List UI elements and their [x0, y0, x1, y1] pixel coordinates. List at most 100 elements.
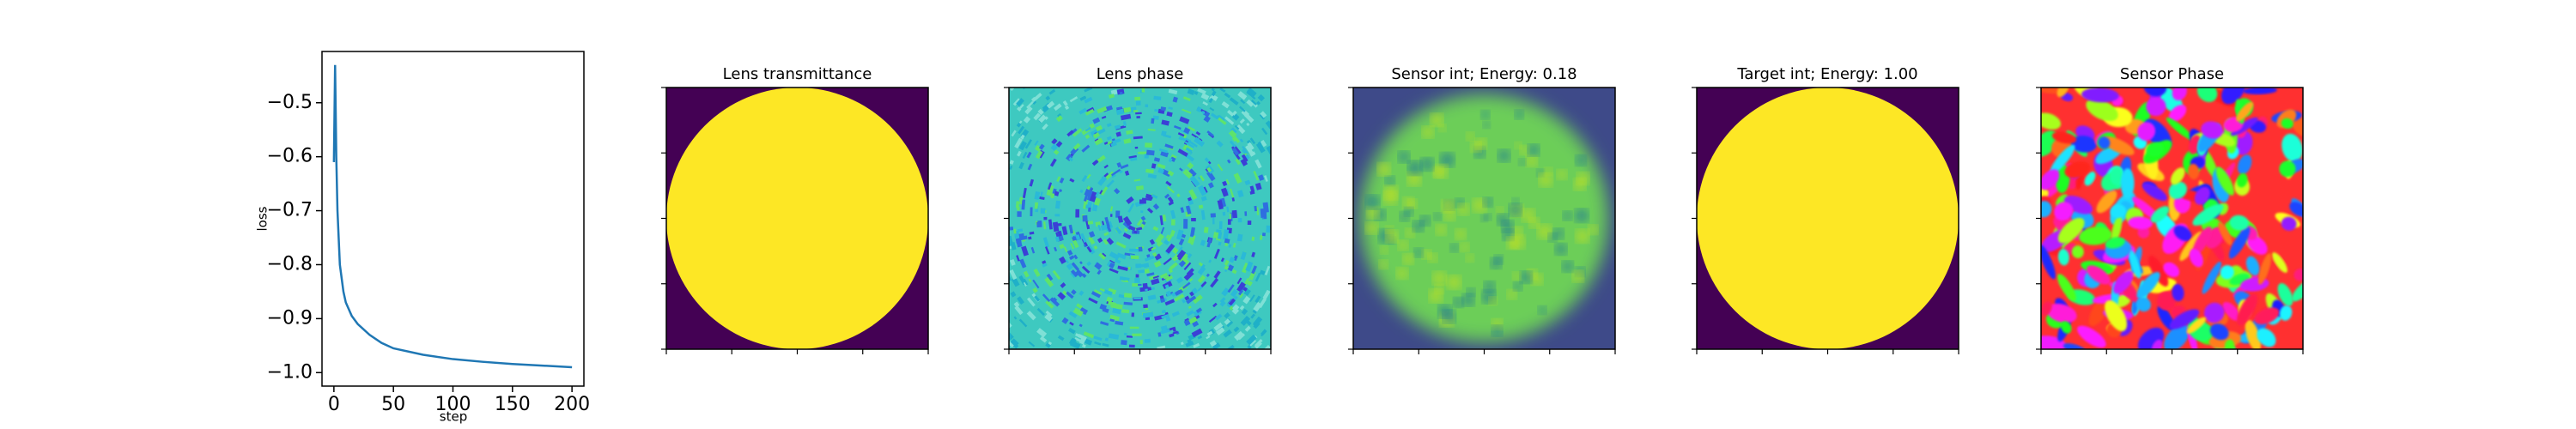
- pixel-noise: [1151, 193, 1158, 200]
- pixel-noise: [1211, 88, 1215, 92]
- pixel-noise: [1249, 190, 1255, 195]
- pixel-noise: [1048, 182, 1053, 190]
- phase-swirl: [2257, 328, 2276, 347]
- pixel-noise: [1232, 304, 1240, 311]
- pixel-noise: [1192, 294, 1203, 305]
- pixel-noise: [1133, 297, 1141, 299]
- pixel-noise: [1164, 143, 1174, 149]
- speckle: [1484, 213, 1492, 221]
- pixel-noise: [1051, 138, 1058, 145]
- pixel-noise: [1034, 202, 1039, 209]
- pixel-noise: [1010, 258, 1016, 266]
- pixel-noise: [1186, 295, 1197, 305]
- pixel-noise: [1151, 278, 1160, 286]
- pixel-noise: [1063, 245, 1068, 253]
- pixel-noise: [1010, 241, 1017, 251]
- pixel-noise: [1153, 95, 1162, 100]
- pixel-noise: [1129, 326, 1139, 329]
- pixel-noise: [1012, 98, 1021, 106]
- pixel-noise: [1144, 338, 1151, 343]
- speckle: [1520, 271, 1532, 283]
- pixel-noise: [1219, 297, 1226, 304]
- pixel-noise: [1170, 229, 1176, 237]
- pixel-noise: [1010, 338, 1019, 347]
- pixel-noise: [1266, 145, 1271, 154]
- pixel-noise: [1212, 216, 1215, 225]
- pixel-noise: [1206, 330, 1213, 336]
- pixel-noise: [1239, 138, 1244, 143]
- pixel-noise: [1106, 136, 1112, 141]
- phase-swirl: [2051, 131, 2077, 144]
- pixel-noise: [1104, 216, 1110, 228]
- pixel-noise: [1061, 226, 1068, 236]
- pixel-noise: [1099, 190, 1104, 195]
- pixel-noise: [1142, 282, 1148, 289]
- pixel-noise: [1160, 325, 1168, 331]
- pixel-noise: [1064, 105, 1070, 111]
- pixel-noise: [1097, 269, 1102, 275]
- speckle: [1557, 169, 1567, 179]
- pixel-noise: [1048, 88, 1056, 95]
- pixel-noise: [1136, 219, 1143, 227]
- speckle: [1408, 160, 1422, 175]
- pixel-noise: [1229, 213, 1232, 220]
- speckle: [1377, 163, 1390, 176]
- pixel-noise: [1261, 329, 1267, 336]
- pixel-noise: [1123, 301, 1133, 305]
- pixel-noise: [1246, 320, 1252, 326]
- pixel-noise: [1255, 338, 1263, 347]
- pixel-noise: [1246, 122, 1250, 127]
- phase-swirl: [2243, 88, 2277, 95]
- pixel-noise: [1183, 127, 1191, 135]
- pixel-noise: [1188, 278, 1194, 282]
- pixel-noise: [1245, 261, 1254, 272]
- pixel-noise: [1072, 128, 1083, 137]
- phase-swirl: [2196, 88, 2218, 102]
- phase-swirl: [2203, 302, 2225, 323]
- pixel-noise: [1186, 310, 1194, 317]
- phase-swirl: [2164, 323, 2190, 349]
- pixel-noise: [1194, 136, 1206, 148]
- pixel-noise: [1097, 224, 1102, 231]
- pixel-noise: [1119, 276, 1130, 281]
- pixel-noise: [1071, 289, 1077, 295]
- pixel-noise: [1112, 307, 1121, 315]
- pixel-noise: [1022, 187, 1027, 199]
- pixel-noise: [1055, 115, 1063, 123]
- pixel-noise: [1079, 261, 1083, 265]
- pixel-noise: [1250, 313, 1255, 319]
- pixel-noise: [1013, 301, 1020, 308]
- pixel-noise: [1164, 284, 1170, 289]
- pixel-noise: [1145, 142, 1153, 148]
- phase-swirl: [2166, 117, 2194, 141]
- pixel-noise: [1218, 117, 1227, 125]
- pixel-noise: [1094, 341, 1102, 346]
- pixel-noise: [1103, 232, 1109, 237]
- pixel-noise: [1213, 322, 1224, 331]
- pixel-noise: [1188, 237, 1194, 245]
- speckle: [1496, 207, 1504, 214]
- pixel-noise: [1178, 238, 1185, 246]
- speckle: [1462, 293, 1474, 306]
- pixel-noise: [1054, 190, 1060, 196]
- speckle: [1509, 203, 1522, 216]
- speckle: [1440, 153, 1455, 167]
- pixel-noise: [1231, 137, 1236, 142]
- pixel-noise: [1013, 228, 1017, 234]
- speckle: [1588, 225, 1598, 235]
- pixel-noise: [1049, 297, 1060, 307]
- pixel-noise: [1264, 175, 1268, 182]
- pixel-noise: [1254, 205, 1257, 212]
- pixel-noise: [1161, 119, 1170, 126]
- pixel-noise: [1017, 296, 1025, 305]
- pixel-noise: [1042, 221, 1047, 230]
- pixel-noise: [1021, 199, 1026, 210]
- pixel-noise: [1070, 269, 1078, 278]
- pixel-noise: [1196, 106, 1202, 112]
- phase-swirl: [2057, 88, 2070, 98]
- pixel-noise: [1238, 289, 1244, 296]
- pixel-noise: [1015, 201, 1020, 208]
- pixel-noise: [1147, 294, 1157, 301]
- pixel-noise: [1018, 233, 1025, 241]
- pixel-noise: [1028, 341, 1036, 347]
